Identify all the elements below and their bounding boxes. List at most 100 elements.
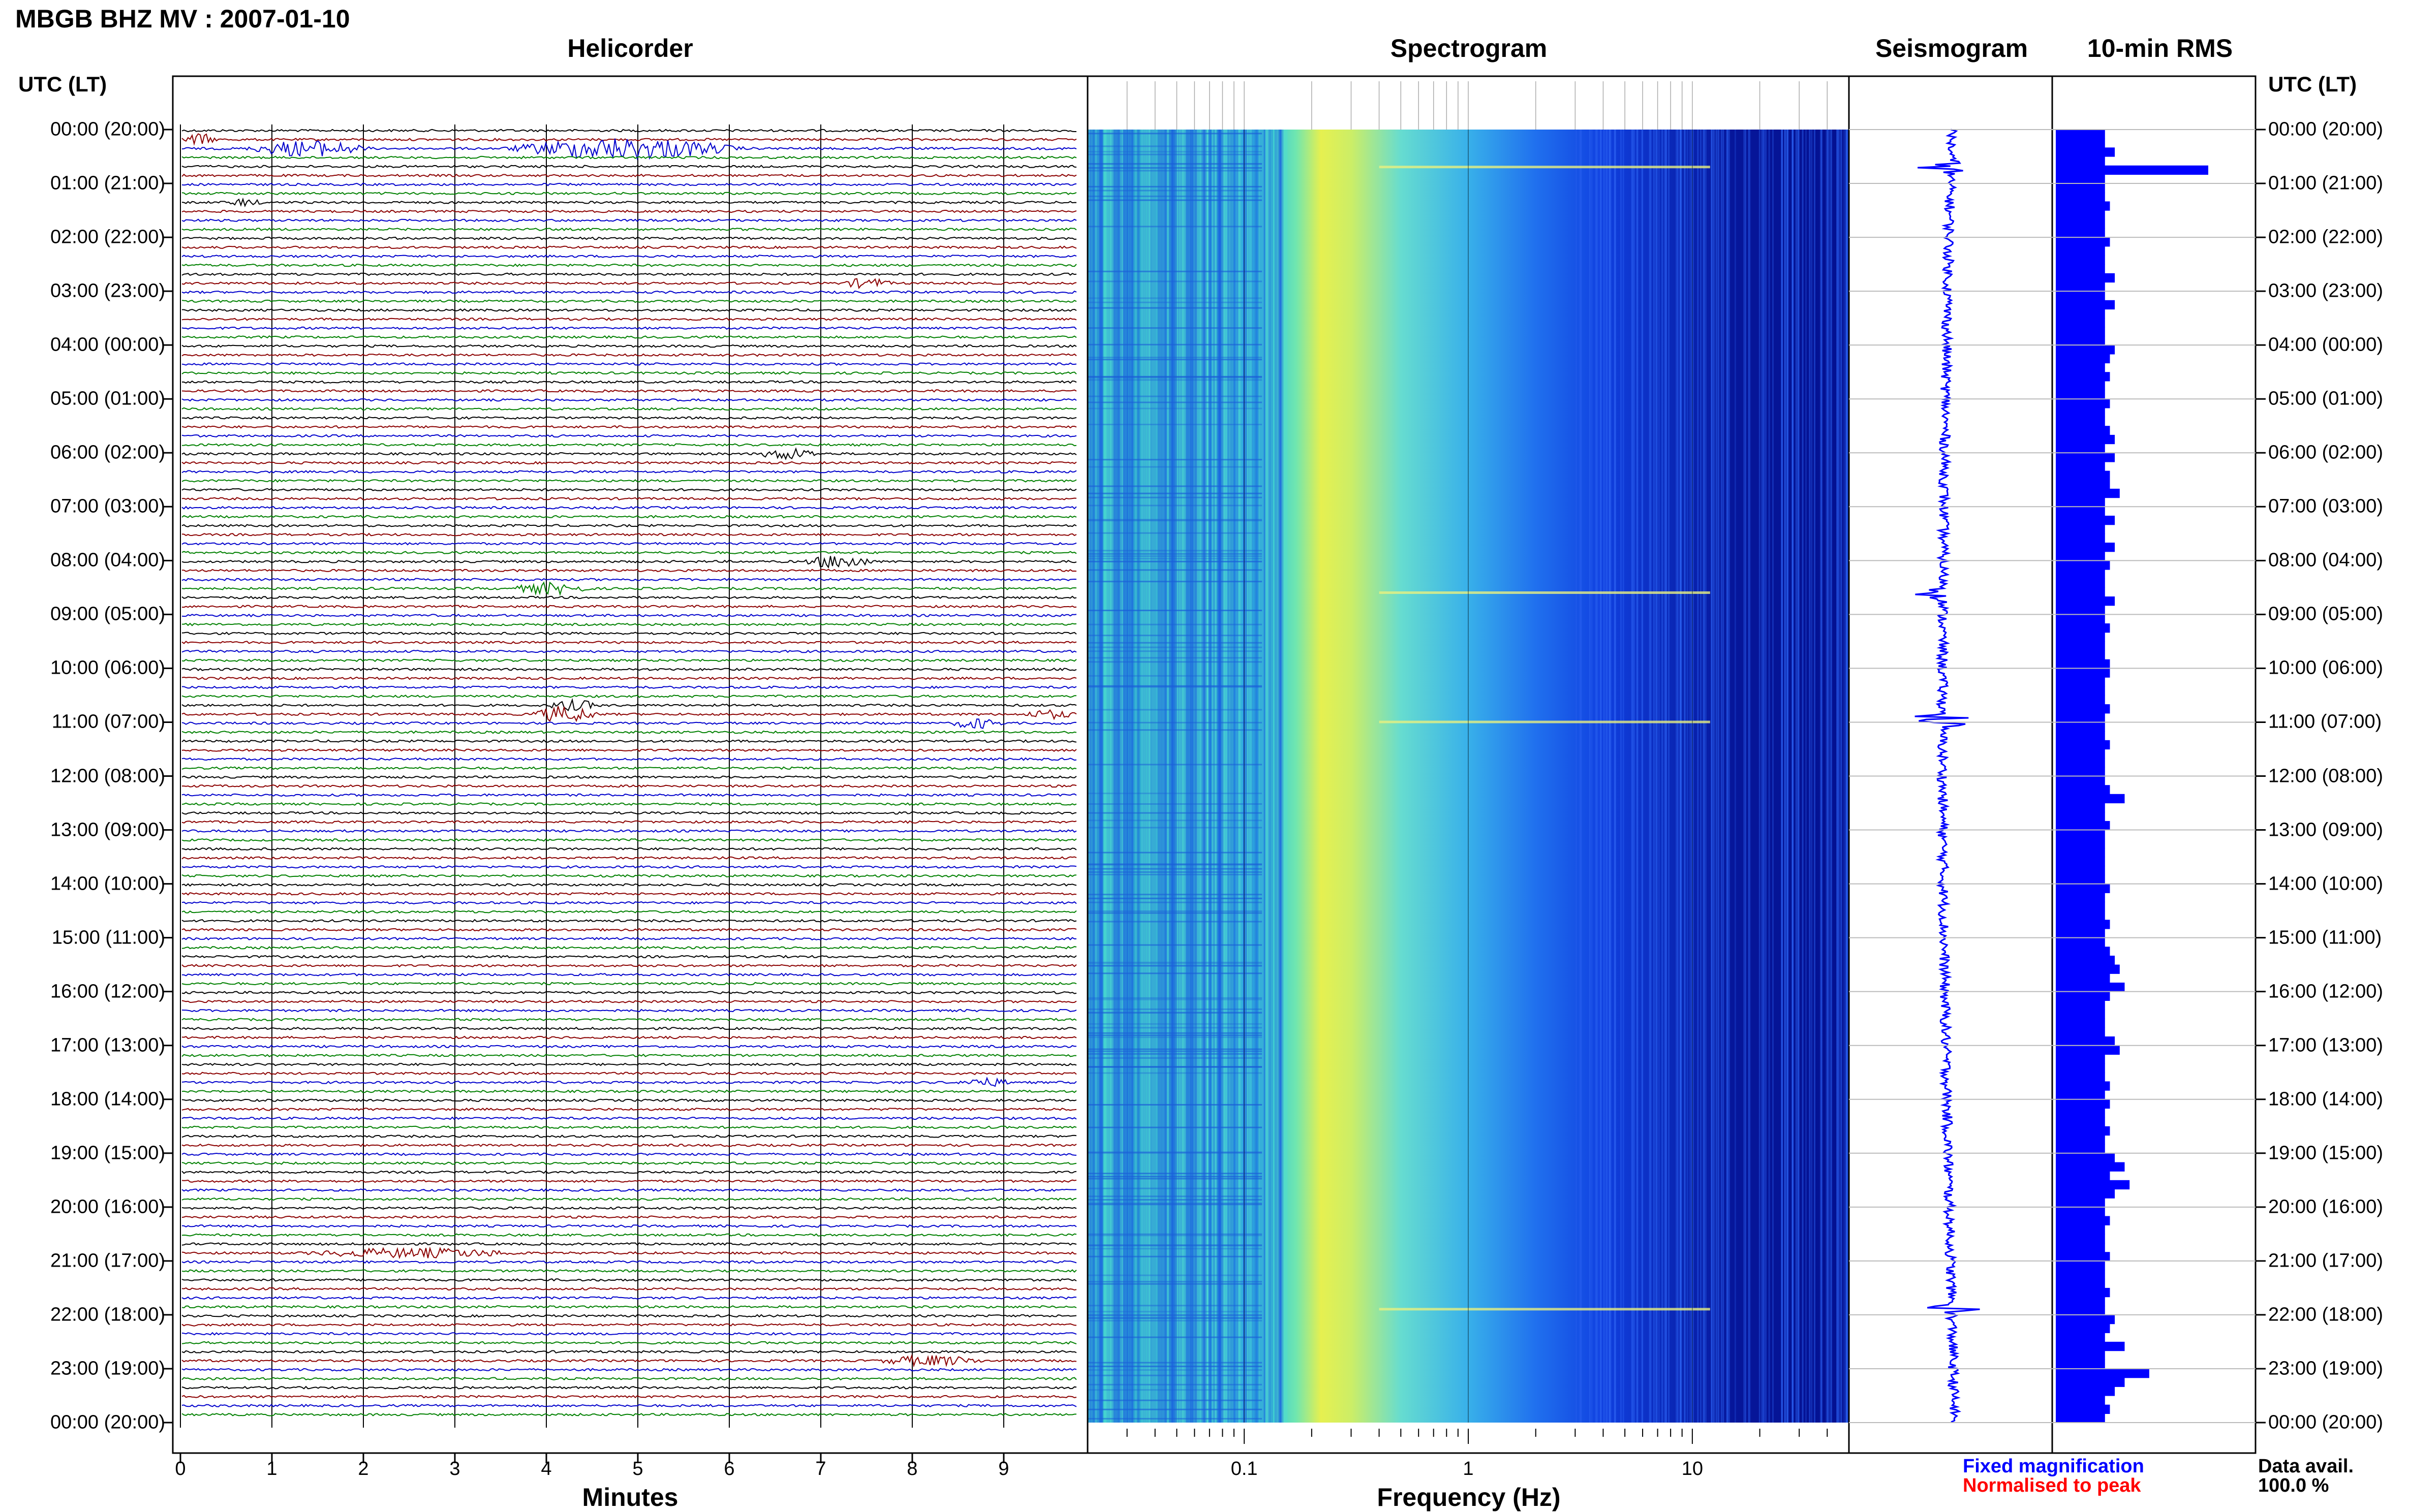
spectrogram-striation [1138, 130, 1139, 1423]
spectrogram-striation [1244, 130, 1249, 1423]
spectrogram-striation [1221, 130, 1223, 1423]
spectrogram-striation [1240, 130, 1241, 1423]
rms-bar [2056, 174, 2105, 184]
spectrogram-striation [1089, 130, 1092, 1423]
rms-bar [2056, 677, 2105, 687]
minute-tick-label: 8 [907, 1458, 918, 1479]
spectrogram-streak [1088, 145, 1262, 147]
rms-bar [2056, 1010, 2105, 1019]
rms-bar [2056, 605, 2105, 615]
spectrogram-streak [1088, 729, 1262, 731]
helicorder-trace [181, 1269, 1077, 1273]
helicorder-trace [181, 1233, 1077, 1237]
spectrogram-striation [1283, 130, 1285, 1423]
spectrogram-streak [1088, 558, 1262, 559]
spectrogram-streak [1088, 163, 1262, 165]
helicorder-trace [181, 1314, 1077, 1318]
helicorder-trace [181, 874, 1077, 878]
rms-bar [2056, 1153, 2115, 1163]
helicorder-trace [181, 1260, 1077, 1264]
spectrogram-line [1836, 130, 1838, 1423]
rms-bar [2056, 354, 2110, 364]
spectrogram-striation [1217, 130, 1220, 1423]
minute-tick-label: 1 [266, 1458, 277, 1479]
rms-bar [2056, 381, 2105, 391]
spectrogram-striation [1151, 130, 1156, 1423]
spectrogram-striation [1091, 130, 1093, 1423]
hour-label-right: 04:00 (00:00) [2268, 334, 2384, 356]
spectrogram-striation [1215, 130, 1217, 1423]
spectrogram-striation [1127, 130, 1130, 1423]
spectrogram-striation [1157, 130, 1163, 1423]
spectrogram-striation [1197, 130, 1201, 1423]
spectrogram-striation [1164, 130, 1166, 1423]
spectrogram-striation [1088, 130, 1093, 1423]
spectrogram-streak [1088, 376, 1262, 379]
hour-label-right: 14:00 (10:00) [2268, 873, 2384, 895]
spectrogram-line [1703, 130, 1705, 1423]
spectrogram-striation [1129, 130, 1133, 1423]
spectrogram-striation [1205, 130, 1209, 1423]
spectrogram-streak [1088, 921, 1262, 923]
helicorder-trace [181, 470, 1077, 474]
spectrogram-striation [1221, 130, 1227, 1423]
spectrogram-line [1715, 130, 1717, 1423]
spectrogram-striation [1268, 130, 1271, 1423]
rms-bar [2056, 1099, 2110, 1109]
rms-bar [2056, 830, 2105, 839]
spectrogram-striation [1181, 130, 1185, 1423]
hour-label-right: 16:00 (12:00) [2268, 981, 2384, 1002]
spectrogram-striation [1128, 130, 1131, 1423]
minute-tick-label: 5 [632, 1458, 643, 1479]
helicorder-trace [182, 308, 1077, 312]
spectrogram-striation [1091, 130, 1093, 1423]
hour-label-left: 10:00 (06:00) [50, 657, 165, 679]
spectrogram-striation [1115, 130, 1119, 1423]
spectrogram-streak [1088, 1283, 1262, 1285]
spectrogram-line [1829, 130, 1831, 1423]
helicorder-trace [181, 946, 1077, 950]
spectrogram-streak [1088, 661, 1262, 663]
rms-bar [2056, 740, 2110, 750]
spectrogram-striation [1206, 130, 1209, 1423]
spectrogram-line [1595, 130, 1597, 1423]
spectrogram-striation [1251, 130, 1253, 1423]
spectrogram-striation [1135, 130, 1137, 1423]
spectrogram-striation [1146, 130, 1149, 1423]
spectrogram-line [1580, 130, 1582, 1423]
spectrogram-striation [1172, 130, 1176, 1423]
helicorder-trace [182, 622, 1077, 626]
helicorder-trace [181, 793, 1077, 797]
hour-label-right: 12:00 (08:00) [2268, 765, 2384, 786]
spectrogram-line [1589, 130, 1591, 1423]
spectrogram-striation [1151, 130, 1155, 1423]
spectrogram-striation [1254, 130, 1259, 1423]
helicorder-trace [181, 1412, 1077, 1416]
spectrogram-line [1722, 130, 1724, 1423]
rms-bar [2056, 767, 2105, 777]
spectrogram-striation [1194, 130, 1198, 1423]
helicorder-trace [181, 676, 1077, 680]
spectrogram-striation [1215, 130, 1217, 1423]
spectrogram-striation [1226, 130, 1232, 1423]
spectrogram-line [1841, 130, 1842, 1423]
rms-bar [2056, 1287, 2110, 1298]
spectrogram-striation [1202, 130, 1206, 1423]
rms-bar [2056, 507, 2105, 516]
spectrogram-striation [1258, 130, 1264, 1423]
spectrogram-line [1606, 130, 1608, 1423]
helicorder-trace [181, 551, 1077, 555]
spectrogram-streak [1088, 972, 1262, 974]
helicorder-trace [181, 1143, 1077, 1147]
spectrogram-streak [1088, 675, 1262, 677]
spectrogram-striation [1190, 130, 1194, 1423]
spectrogram-line [1658, 130, 1660, 1423]
rms-bar [2056, 264, 2105, 274]
helicorder-plot [180, 124, 1077, 1428]
spectrogram-streak [1088, 721, 1262, 723]
rms-bar [2056, 480, 2110, 489]
spectrogram-streak [1088, 1336, 1262, 1338]
helicorder-trace [181, 1098, 1077, 1102]
spectrogram-line [1609, 130, 1611, 1423]
spectrogram-streak [1088, 1072, 1262, 1074]
